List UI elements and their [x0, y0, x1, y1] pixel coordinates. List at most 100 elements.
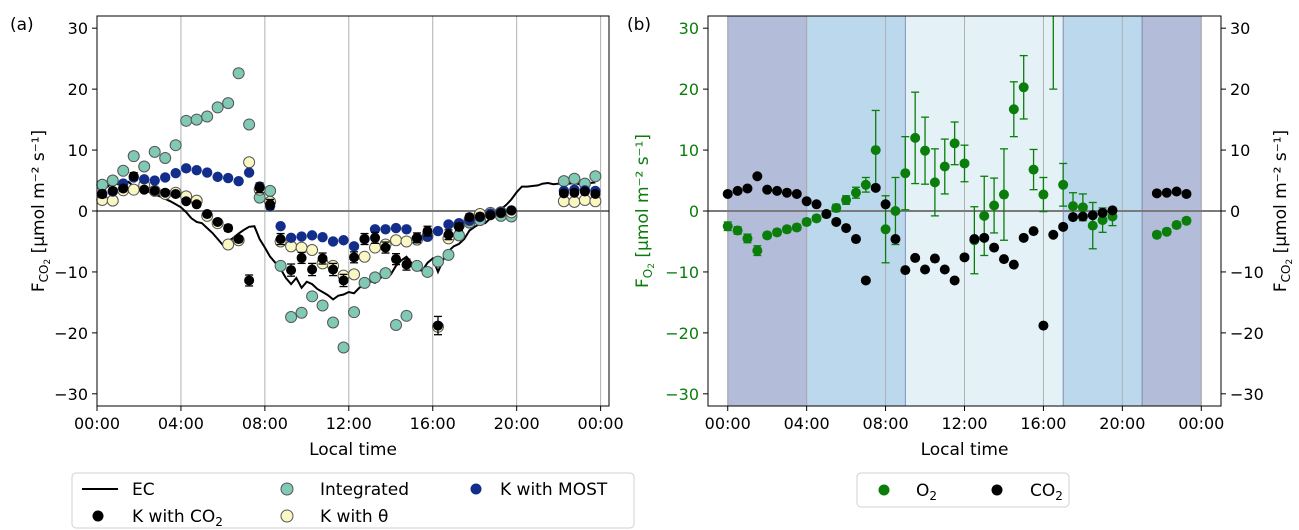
legend-ktheta-swatch — [281, 510, 293, 522]
kco2-point — [97, 189, 107, 199]
kco2-point — [475, 211, 485, 221]
kco2-point — [506, 205, 516, 215]
co2-point — [930, 254, 940, 264]
y-right-tick-label-6: 30 — [1230, 19, 1250, 38]
panel-a-x-ticks: 00:00 04:00 08:00 12:00 16:00 20:00 00:00 — [74, 406, 624, 433]
integrated-point — [380, 268, 391, 279]
kco2-point — [213, 217, 223, 227]
kco2-point — [443, 230, 453, 240]
kco2-point — [307, 265, 317, 275]
o2-point — [723, 221, 733, 231]
integrated-point — [328, 317, 339, 328]
legend-o2-swatch — [879, 485, 890, 496]
o2-point — [1152, 230, 1162, 240]
kco2-point — [433, 321, 443, 331]
o2-point — [940, 162, 950, 172]
kco2-point — [171, 189, 181, 199]
o2-point — [920, 146, 930, 156]
o2-point — [752, 246, 762, 256]
kco2-point — [496, 208, 506, 218]
kmost-point — [296, 231, 306, 241]
o2-point — [792, 222, 802, 232]
y-tick-label-2: −10 — [665, 263, 699, 282]
panel-b-x-axis-label: Local time — [921, 440, 1009, 460]
kco2-point — [192, 199, 202, 209]
o2-point — [960, 158, 970, 168]
kco2-point — [412, 233, 422, 243]
kco2-point — [422, 226, 432, 236]
co2-point — [723, 189, 733, 199]
kco2-point — [276, 234, 286, 244]
panel-a-y-axis-label: FCO2 [µmol m⁻² s⁻¹] — [29, 130, 53, 292]
co2-point — [742, 183, 752, 193]
o2-point — [742, 233, 752, 243]
kmost-point — [338, 235, 348, 245]
x-tick-label-0: 00:00 — [74, 414, 120, 433]
co2-point — [1152, 188, 1162, 198]
integrated-point — [422, 266, 433, 277]
panel-a-y-ticks: −30−20−100102030 — [54, 19, 97, 404]
panel-a: 00:00 04:00 08:00 12:00 16:00 20:00 00:00 −30−… — [10, 15, 624, 460]
x-tick-label-4: 16:00 — [1020, 414, 1066, 433]
y-right-tick-label-4: 10 — [1230, 141, 1250, 160]
kco2-point — [381, 243, 391, 253]
kmost-point — [170, 168, 180, 178]
kco2-point — [370, 233, 380, 243]
integrated-point — [286, 312, 297, 323]
co2-point — [1088, 210, 1098, 220]
o2-point — [1088, 221, 1098, 231]
panel-b-y-axis-label-right: FCO2 [µmol m⁻² s⁻¹] — [1271, 130, 1295, 292]
y-tick-label-5: 20 — [68, 80, 88, 99]
o2-point — [851, 188, 861, 198]
co2-point — [969, 234, 979, 244]
x-tick-label-5: 20:00 — [494, 414, 540, 433]
kco2-point — [328, 265, 338, 275]
panel-b-x-ticks: 00:00 04:00 08:00 12:00 16:00 20:00 00:00 — [705, 406, 1225, 433]
panel-a-label: (a) — [10, 15, 34, 35]
o2-point — [772, 227, 782, 237]
integrated-point — [349, 307, 360, 318]
integrated-point — [391, 319, 402, 330]
integrated-point — [359, 277, 370, 288]
ktheta-point — [401, 236, 412, 247]
kco2-point — [160, 188, 170, 198]
integrated-point — [97, 179, 108, 190]
kco2-point — [118, 183, 128, 193]
o2-point — [1009, 104, 1019, 114]
ktheta-point — [244, 157, 255, 168]
kmost-point — [391, 223, 401, 233]
co2-point — [762, 185, 772, 195]
panel-b-y-ticks-right: −30−20−100102030 — [1221, 19, 1264, 404]
co2-point — [999, 254, 1009, 264]
o2-point — [1181, 216, 1191, 226]
kmost-point — [181, 163, 191, 173]
co2-point — [940, 265, 950, 275]
legend-kmost-swatch — [471, 484, 482, 495]
x-tick-label-2: 08:00 — [863, 414, 909, 433]
y-tick-label-3: 0 — [689, 202, 699, 221]
panel-b-y-right-sub: CO — [1279, 265, 1293, 283]
legend-co2-swatch — [992, 485, 1003, 496]
legend-o2-main: O — [916, 481, 929, 501]
o2-point — [979, 211, 989, 221]
co2-point — [1172, 187, 1182, 197]
kmost-point — [150, 175, 160, 185]
x-tick-label-6: 00:00 — [578, 414, 624, 433]
kco2-point — [349, 252, 359, 262]
o2-point — [733, 226, 743, 236]
y-tick-label-1: −20 — [54, 324, 88, 343]
integrated-point — [212, 102, 223, 113]
kco2-point — [339, 275, 349, 285]
kco2-point — [297, 253, 307, 263]
kmost-point — [317, 232, 327, 242]
kco2-point — [485, 210, 495, 220]
co2-point — [1098, 208, 1108, 218]
kmost-point — [401, 224, 411, 234]
kmost-point — [433, 226, 443, 236]
integrated-point — [412, 260, 423, 271]
integrated-point — [233, 68, 244, 79]
kmost-point — [160, 172, 170, 182]
kco2-point — [139, 185, 149, 195]
x-tick-label-6: 00:00 — [1178, 414, 1224, 433]
